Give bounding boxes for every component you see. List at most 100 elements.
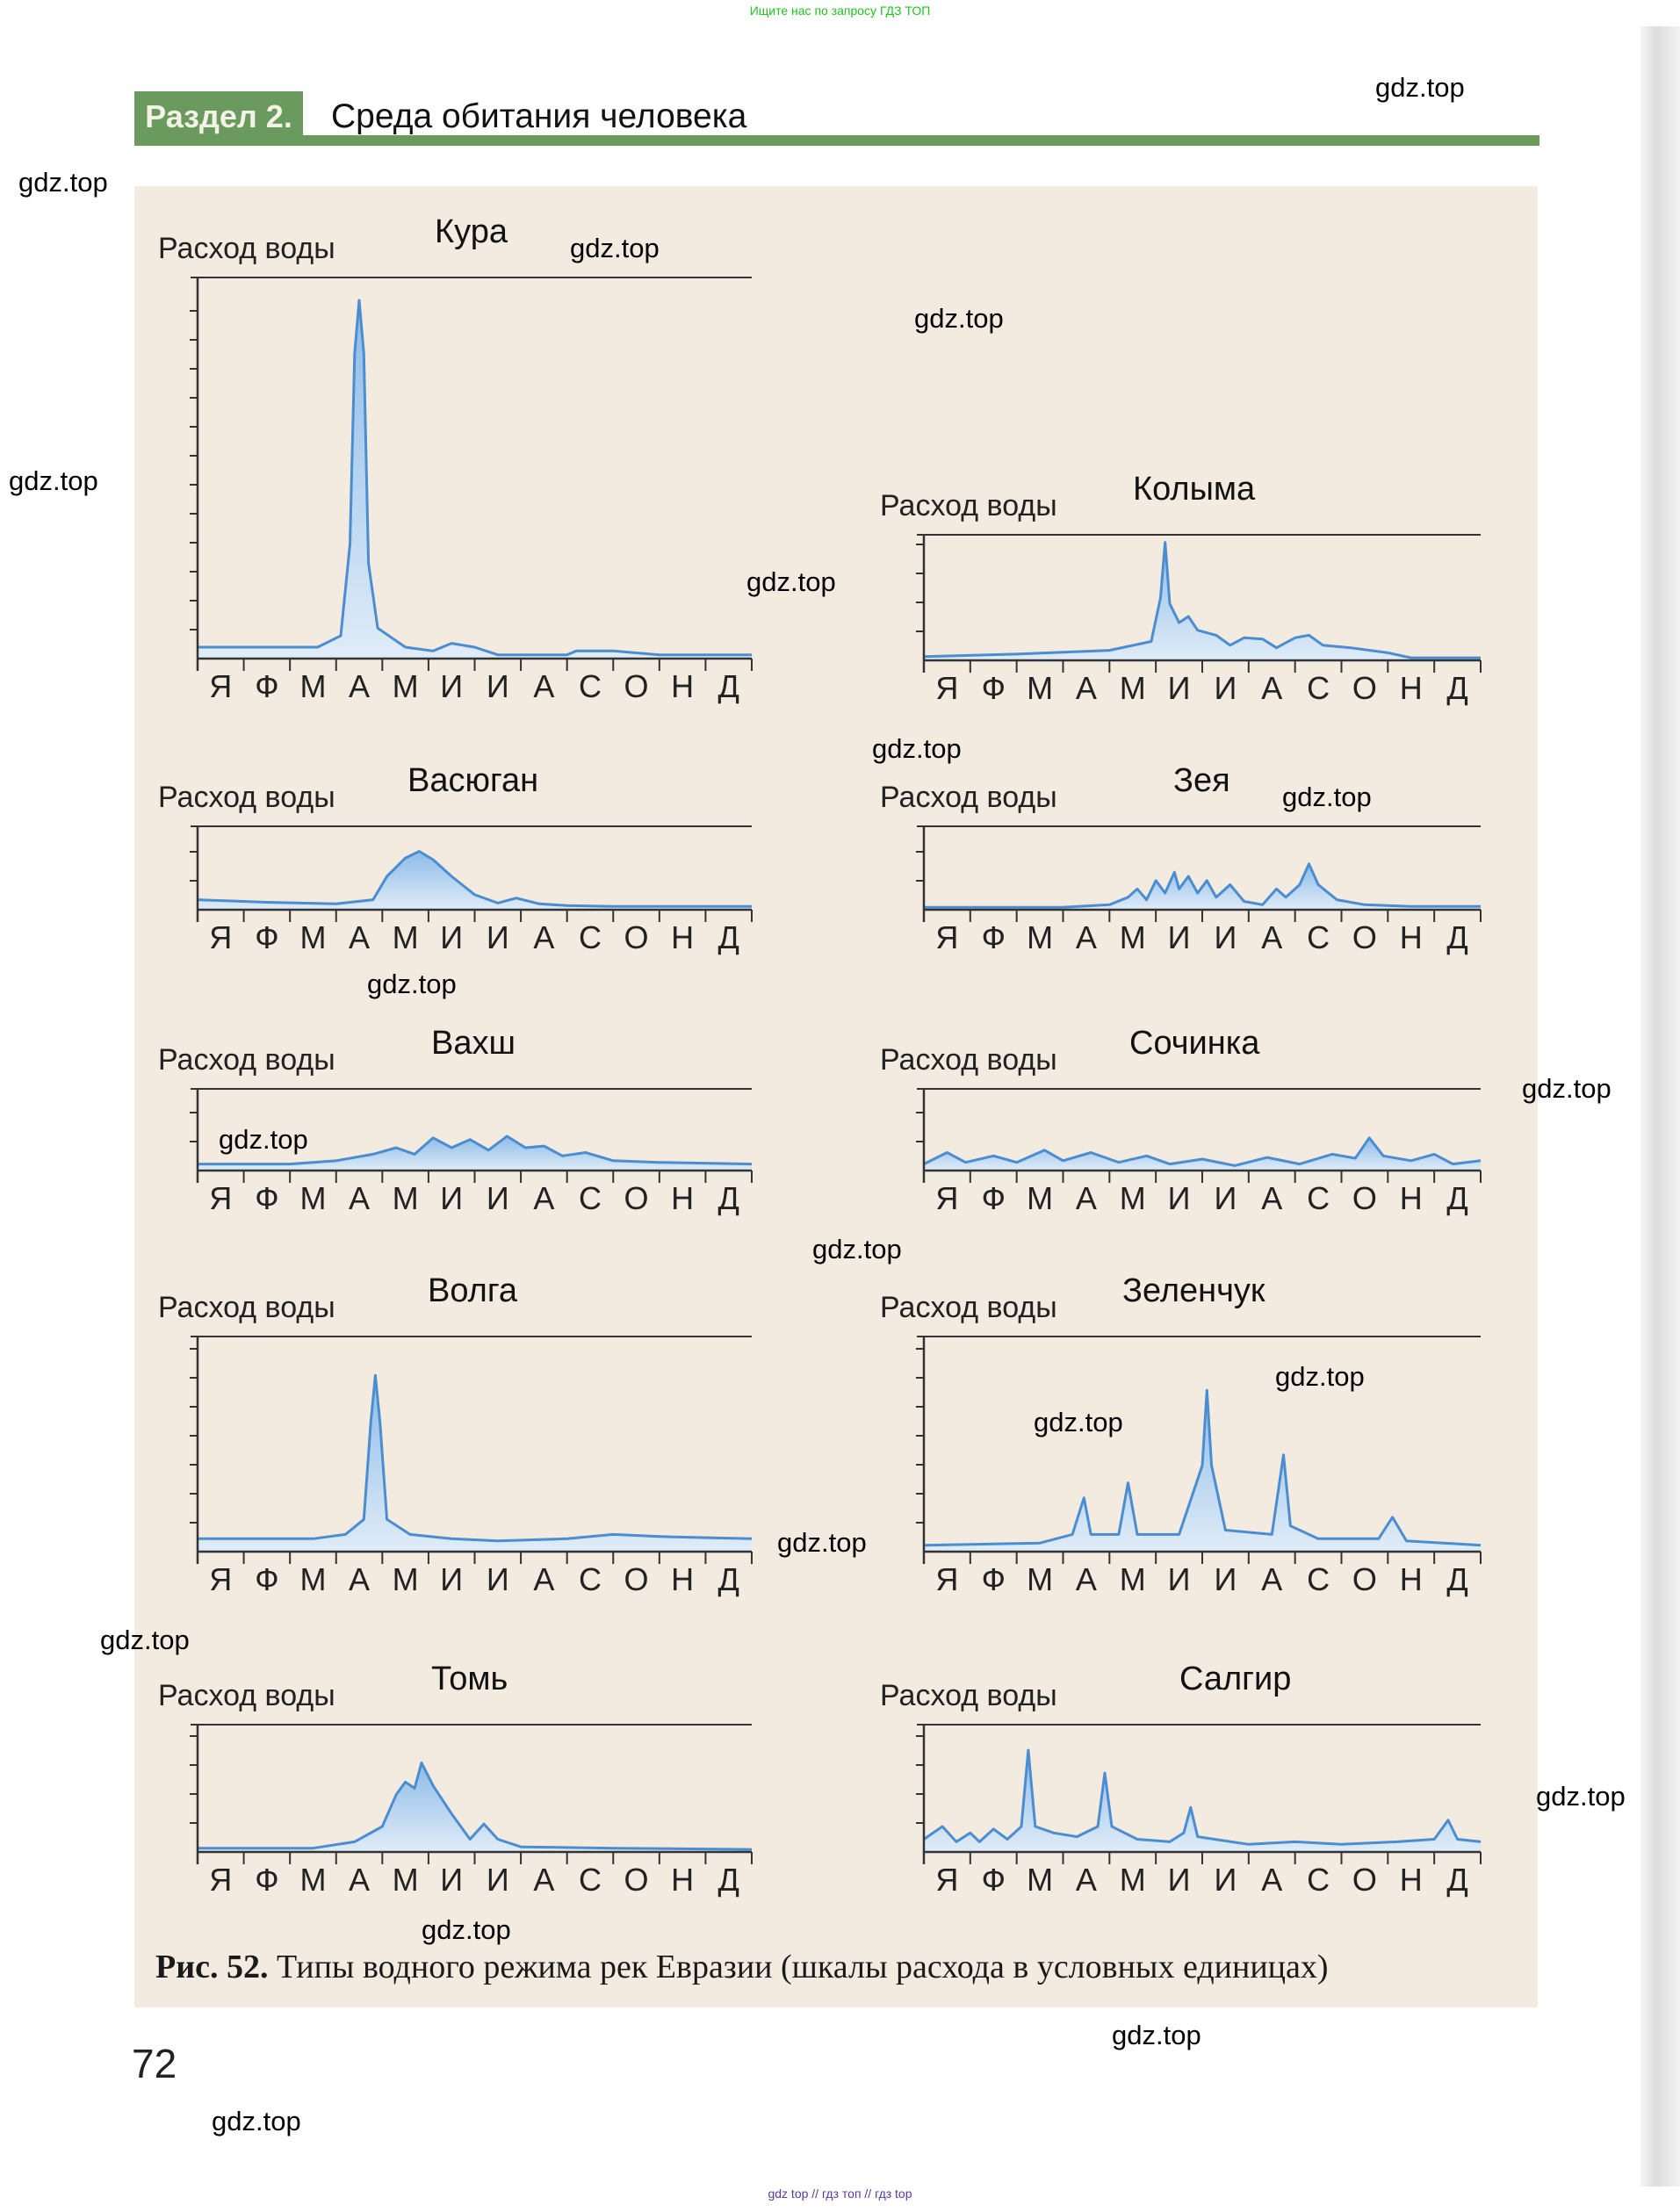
month-label: Д [718, 668, 739, 704]
flow-line [197, 850, 752, 908]
month-label: И [487, 919, 509, 955]
figure-background [134, 186, 1538, 2007]
month-label: И [1168, 919, 1191, 955]
top-watermark: Ищите нас по запросу ГДЗ ТОП [749, 4, 931, 18]
month-label: Н [1400, 670, 1423, 706]
month-label: М [1120, 670, 1146, 706]
month-label: Н [671, 1561, 694, 1597]
month-label: С [579, 1180, 602, 1216]
month-label: Ф [255, 1180, 278, 1216]
month-label: М [299, 919, 326, 955]
month-label: Я [209, 1180, 232, 1216]
month-label: Ф [255, 1862, 278, 1898]
month-label: А [533, 919, 554, 955]
chart-title: Кура [435, 213, 508, 250]
month-label: М [299, 1561, 326, 1597]
flow-area [198, 300, 752, 659]
site-watermark: gdz.top [1522, 1073, 1612, 1104]
y-axis-label: Расход воды [158, 1679, 335, 1712]
flow-area [198, 1762, 752, 1852]
month-label: М [393, 1561, 419, 1597]
month-label: А [1261, 919, 1282, 955]
month-label: С [1307, 919, 1330, 955]
month-label: О [1352, 1561, 1377, 1597]
chart-title: Зея [1173, 762, 1230, 799]
chart-title: Вахш [431, 1025, 516, 1062]
flow-line [924, 862, 1481, 909]
month-label: Я [935, 670, 958, 706]
month-label: С [579, 919, 602, 955]
caption-number: Рис. 52. [155, 1949, 269, 1985]
month-label: Д [1446, 1561, 1467, 1597]
month-label: М [1027, 1862, 1053, 1898]
month-label: М [299, 1180, 326, 1216]
month-label: С [579, 1862, 602, 1898]
month-label: Ф [982, 919, 1006, 955]
month-label: А [1261, 1561, 1282, 1597]
month-label: А [1261, 670, 1282, 706]
month-label: Н [1400, 1561, 1423, 1597]
month-label: И [1214, 1862, 1237, 1898]
month-label: А [1076, 1561, 1097, 1597]
flow-area [198, 851, 752, 910]
month-label: С [1307, 1561, 1330, 1597]
y-axis-label: Расход воды [158, 1043, 335, 1077]
y-axis-label: Расход воды [880, 489, 1057, 522]
month-label: Ф [255, 668, 278, 704]
y-axis-label: Расход воды [158, 781, 335, 814]
month-label: И [487, 1180, 509, 1216]
site-watermark: gdz.top [570, 233, 660, 263]
month-label: Я [209, 1561, 232, 1597]
section-label: Раздел 2. [134, 91, 303, 141]
site-watermark: gdz.top [1282, 782, 1372, 812]
month-label: М [1027, 1180, 1053, 1216]
month-label: А [1261, 1180, 1282, 1216]
month-label: С [1307, 670, 1330, 706]
month-label: М [1120, 1862, 1146, 1898]
month-label: И [1214, 1180, 1237, 1216]
flow-line [923, 1136, 1482, 1167]
month-label: И [487, 668, 509, 704]
caption-text: Типы водного режима рек Евразии (шкалы р… [268, 1949, 1329, 1985]
site-watermark: gdz.top [812, 1234, 902, 1265]
month-label: М [1120, 1180, 1146, 1216]
month-label: О [624, 1862, 649, 1898]
month-label: А [349, 1561, 370, 1597]
flow-area [924, 542, 1481, 660]
month-label: С [579, 668, 602, 704]
site-watermark: gdz.top [18, 167, 108, 198]
flow-area [924, 1390, 1481, 1552]
month-label: Н [1400, 1180, 1423, 1216]
month-label: И [1168, 1862, 1191, 1898]
month-label: О [1352, 1180, 1377, 1216]
month-label: Д [1446, 1180, 1467, 1216]
month-label: Н [1400, 1862, 1423, 1898]
y-axis-label: Расход воды [880, 781, 1057, 814]
chart-title: Сочинка [1129, 1025, 1260, 1062]
flow-line [923, 1388, 1482, 1547]
flow-line [198, 1762, 753, 1851]
month-label: Н [671, 1180, 694, 1216]
month-label: А [533, 1561, 554, 1597]
month-label: А [1076, 919, 1097, 955]
month-label: А [349, 1862, 370, 1898]
bottom-watermark: gdz top // гдз топ // гдз top [768, 2187, 912, 2201]
site-watermark: gdz.top [1112, 2020, 1201, 2050]
month-label: О [624, 1561, 649, 1597]
month-label: М [299, 1862, 326, 1898]
month-label: М [1027, 1561, 1053, 1597]
month-label: Я [935, 1561, 958, 1597]
month-label: О [624, 668, 649, 704]
month-label: Я [209, 668, 232, 704]
site-watermark: gdz.top [219, 1124, 308, 1155]
month-label: И [1168, 1561, 1191, 1597]
site-watermark: gdz.top [212, 2106, 301, 2136]
month-label: И [1168, 1180, 1191, 1216]
month-label: И [1214, 919, 1237, 955]
